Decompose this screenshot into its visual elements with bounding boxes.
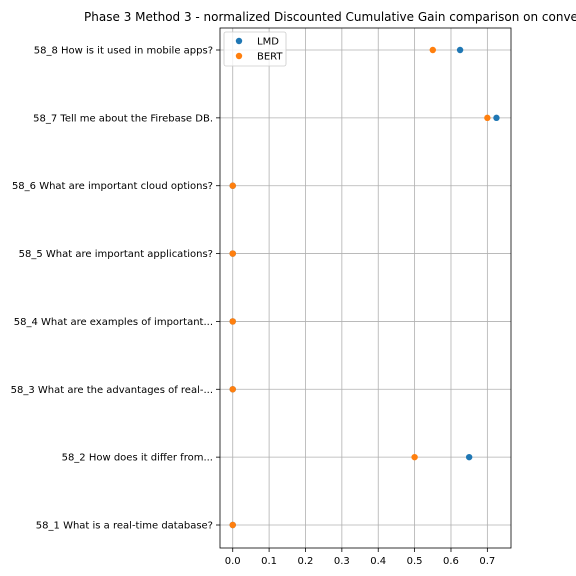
x-axis: 0.0 0.1 0.2 0.3 0.4 0.5 0.6 0.7 <box>225 548 495 567</box>
point-bert-6 <box>229 182 236 189</box>
y-tick-label: 58_8 How is it used in mobile apps? <box>34 46 213 57</box>
legend: LMD BERT <box>223 31 287 67</box>
y-tick-label: 58_6 What are important cloud options? <box>12 181 213 192</box>
y-tick-label: 58_1 What is a real-time database? <box>36 521 213 532</box>
x-tick-label: 0.7 <box>479 556 495 567</box>
y-tick-label: 58_3 What are the advantages of real-... <box>11 385 213 396</box>
chart-title: Phase 3 Method 3 - normalized Discounted… <box>84 10 576 24</box>
point-bert-3 <box>229 386 236 393</box>
point-bert-4 <box>229 318 236 325</box>
x-tick-label: 0.0 <box>225 556 241 567</box>
point-lmd-2 <box>465 453 473 461</box>
point-bert-7 <box>484 114 491 122</box>
grid-layer <box>220 28 511 548</box>
y-tick-label: 58_2 How does it differ from... <box>62 453 213 464</box>
x-tick-label: 0.2 <box>298 556 314 567</box>
x-tick-label: 0.4 <box>370 556 386 567</box>
plot-frame <box>219 27 512 549</box>
point-bert-2 <box>411 453 418 461</box>
legend-marker-lmd <box>235 37 243 45</box>
point-lmd-8 <box>456 46 464 54</box>
point-bert-1 <box>229 521 236 529</box>
legend-marker-bert <box>235 52 243 60</box>
y-tick-label: 58_5 What are important applications? <box>19 249 213 260</box>
legend-label-bert: BERT <box>257 52 283 63</box>
point-bert-5 <box>229 250 236 257</box>
point-lmd-7 <box>493 114 500 122</box>
y-tick-label: 58_7 Tell me about the Firebase DB. <box>33 113 213 124</box>
x-tick-label: 0.1 <box>261 556 277 567</box>
y-axis: 58_1 What is a real-time database? 58_2 H… <box>11 46 220 532</box>
x-tick-label: 0.3 <box>334 556 350 567</box>
x-tick-label: 0.5 <box>407 556 423 567</box>
x-tick-label: 0.6 <box>443 556 459 567</box>
y-tick-label: 58_4 What are examples of important... <box>14 317 213 328</box>
point-bert-8 <box>429 46 436 54</box>
legend-label-lmd: LMD <box>257 37 279 48</box>
axes-frame <box>219 27 512 549</box>
data-points <box>229 46 500 529</box>
